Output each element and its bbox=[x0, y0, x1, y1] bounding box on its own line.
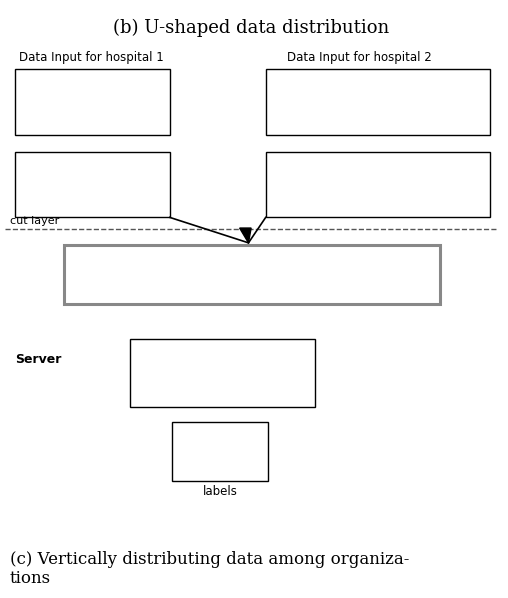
Text: Data Input for hospital 2: Data Input for hospital 2 bbox=[287, 50, 432, 63]
Bar bbox=[266, 152, 490, 218]
Bar bbox=[15, 152, 170, 218]
Text: Data Input for hospital 1: Data Input for hospital 1 bbox=[19, 50, 164, 63]
Polygon shape bbox=[240, 228, 251, 243]
Bar bbox=[172, 422, 268, 481]
Text: Server: Server bbox=[15, 353, 61, 366]
Text: cut layer: cut layer bbox=[10, 216, 59, 226]
Bar bbox=[64, 245, 440, 304]
Bar bbox=[131, 338, 315, 407]
Text: (b) U-shaped data distribution: (b) U-shaped data distribution bbox=[113, 19, 389, 38]
Bar bbox=[15, 69, 170, 135]
Bar bbox=[266, 69, 490, 135]
Text: labels: labels bbox=[203, 485, 237, 498]
Text: (c) Vertically distributing data among organiza-
tions: (c) Vertically distributing data among o… bbox=[10, 551, 409, 587]
